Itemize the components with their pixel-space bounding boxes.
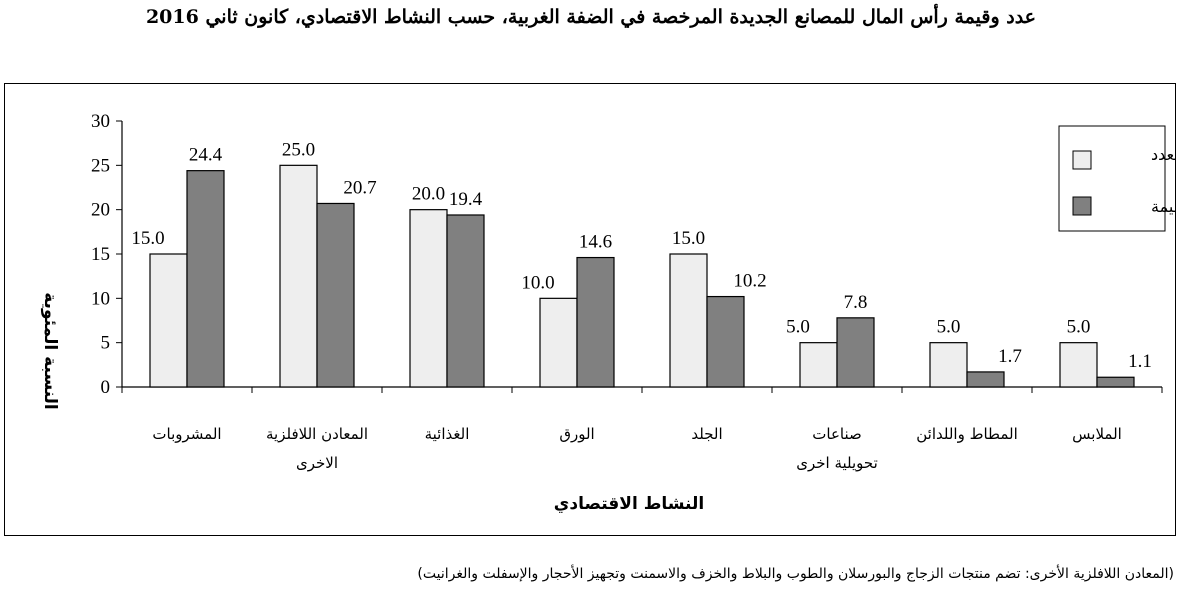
x-axis-title: النشاط الاقتصادي bbox=[554, 494, 704, 514]
y-tick-label: 0 bbox=[101, 377, 111, 398]
bar-count bbox=[539, 297, 578, 388]
bar-value bbox=[966, 371, 1005, 388]
bar-count bbox=[149, 253, 188, 388]
bars bbox=[149, 164, 1135, 388]
category-label: الجلد bbox=[691, 425, 722, 443]
data-label-value: 1.1 bbox=[1128, 351, 1152, 372]
bar-count bbox=[1059, 342, 1098, 388]
bar-value bbox=[1096, 376, 1135, 388]
category-label: الاخرى bbox=[296, 454, 338, 472]
bar-count bbox=[279, 164, 318, 388]
category-label: المشروبات bbox=[152, 425, 221, 443]
category-label: الملابس bbox=[1072, 425, 1122, 443]
data-label-count: 5.0 bbox=[786, 317, 810, 338]
category-labels: المشروبات المعادن اللافلزية الاخرى الغذائية… bbox=[152, 425, 1121, 472]
data-label-value: 20.7 bbox=[343, 177, 376, 198]
bar-value bbox=[836, 317, 875, 388]
y-tick-label: 30 bbox=[91, 111, 110, 132]
data-labels: 15.0 24.4 25.0 20.7 20.0 19.4 10.0 14.6 15.0 10.2… bbox=[131, 139, 1152, 372]
data-label-value: 24.4 bbox=[189, 145, 223, 166]
legend-label-count: العدد bbox=[1151, 145, 1175, 164]
category-label: المطاط واللدائن bbox=[916, 425, 1018, 443]
bar-value bbox=[446, 214, 485, 388]
data-label-count: 10.0 bbox=[521, 272, 554, 293]
data-label-value: 10.2 bbox=[733, 271, 766, 292]
bar-value bbox=[706, 295, 745, 388]
bar-count bbox=[409, 209, 448, 388]
category-label: تحويلية اخرى bbox=[796, 454, 878, 472]
y-tick-label: 15 bbox=[91, 244, 110, 265]
legend-label-value: القيمة bbox=[1151, 197, 1175, 216]
data-label-value: 14.6 bbox=[579, 232, 612, 253]
category-label: المعادن اللافلزية bbox=[266, 425, 368, 443]
data-label-count: 15.0 bbox=[131, 228, 164, 249]
bar-value bbox=[186, 170, 225, 388]
y-tick-label: 10 bbox=[91, 288, 110, 309]
bar-chart: 0 5 10 15 20 25 30 15.0 24.4 25.0 20.7 20.0 19.4 10.… bbox=[40, 111, 1175, 514]
category-label: صناعات bbox=[812, 425, 861, 443]
data-label-count: 15.0 bbox=[672, 228, 705, 249]
category-label: الورق bbox=[559, 425, 594, 443]
data-label-value: 7.8 bbox=[844, 292, 868, 313]
category-label: الغذائية bbox=[425, 425, 470, 443]
bar-value bbox=[316, 202, 355, 388]
footnote: (المعادن اللافلزية الأخرى: تضم منتجات ال… bbox=[417, 566, 1174, 582]
chart-title: عدد وقيمة رأس المال للمصانع الجديدة المر… bbox=[145, 6, 1037, 28]
y-tick-label: 25 bbox=[91, 155, 110, 176]
bar-count bbox=[929, 342, 968, 388]
data-label-value: 19.4 bbox=[449, 189, 483, 210]
data-label-count: 25.0 bbox=[282, 139, 315, 160]
y-axis-title: النسبة المئوية bbox=[40, 292, 60, 410]
legend-swatch-count bbox=[1072, 150, 1092, 170]
data-label-value: 1.7 bbox=[998, 346, 1022, 367]
chart-frame: 0 5 10 15 20 25 30 15.0 24.4 25.0 20.7 20.0 19.4 10.… bbox=[4, 83, 1176, 536]
bar-value bbox=[576, 256, 615, 388]
legend: العدد القيمة bbox=[1058, 125, 1175, 232]
y-tick-label: 5 bbox=[101, 333, 111, 354]
legend-swatch-value bbox=[1072, 196, 1092, 216]
bar-count bbox=[669, 253, 708, 388]
data-label-count: 20.0 bbox=[412, 184, 445, 205]
data-label-count: 5.0 bbox=[937, 317, 961, 338]
data-label-count: 5.0 bbox=[1067, 317, 1091, 338]
y-tick-label: 20 bbox=[91, 200, 110, 221]
bar-count bbox=[799, 342, 838, 388]
